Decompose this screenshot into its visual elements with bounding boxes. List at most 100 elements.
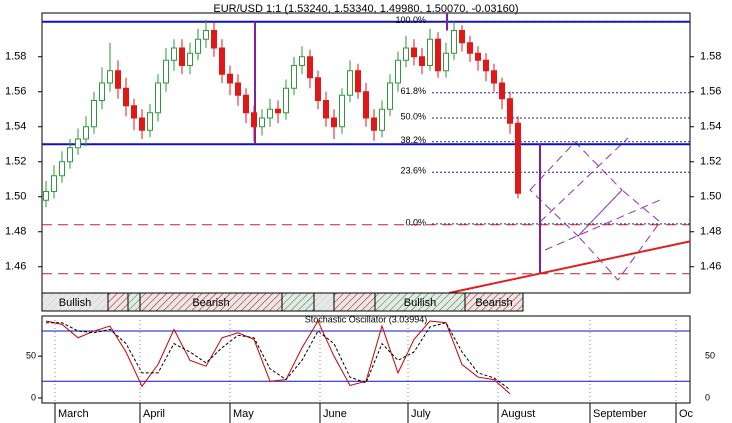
diamond xyxy=(577,189,661,281)
diamond xyxy=(529,141,623,237)
y-tick-label: 1.54 xyxy=(5,121,26,133)
candle-body xyxy=(107,70,113,84)
signal-band xyxy=(281,292,315,312)
candle-body xyxy=(275,108,281,114)
candle-body xyxy=(187,52,193,66)
candle-body xyxy=(403,47,409,61)
candle-body xyxy=(467,42,473,54)
candle-body xyxy=(451,30,457,54)
candle-body xyxy=(283,87,289,114)
candle-body xyxy=(483,59,489,72)
signal-band xyxy=(313,292,335,312)
candle-body xyxy=(259,117,265,128)
y-tick-label: 0 xyxy=(31,392,36,402)
x-tick-label: July xyxy=(411,408,431,420)
candle-body xyxy=(459,30,465,44)
candle-body xyxy=(419,56,425,66)
indicator-line xyxy=(45,319,511,395)
stochastic-plot-frame xyxy=(41,315,691,404)
signal-band xyxy=(333,292,376,312)
candle-body xyxy=(323,100,329,119)
y-tick-label: 1.48 xyxy=(5,226,26,238)
candle-body xyxy=(299,56,305,66)
candle-body xyxy=(347,70,353,96)
candle-body xyxy=(315,77,321,101)
diagonal xyxy=(539,137,629,223)
candle-body xyxy=(363,91,369,119)
x-tick-label: Oc xyxy=(679,408,694,420)
candle-body xyxy=(355,70,361,93)
y-tick-label: 1.58 xyxy=(5,51,26,63)
y-tick-label: 50 xyxy=(26,351,36,361)
candle-body xyxy=(475,52,481,61)
indicator-title: Stochastic Oscillator (3.03994) xyxy=(305,314,428,324)
candle-body xyxy=(235,82,241,96)
candle-body xyxy=(443,52,449,72)
y-tick-label-right: 1.50 xyxy=(700,191,721,203)
signal-label: Bullish xyxy=(404,297,436,309)
candle-body xyxy=(131,105,137,119)
candle-body xyxy=(83,126,89,140)
candle-body xyxy=(211,30,217,49)
y-tick-label: 1.46 xyxy=(5,261,26,273)
candle-body xyxy=(99,82,105,101)
chart-title: EUR/USD 1:1 (1.53240, 1.53340, 1.49980, … xyxy=(213,3,518,15)
candle-body xyxy=(251,112,257,128)
signal-label: Bullish xyxy=(59,297,91,309)
candle-body xyxy=(163,59,169,84)
candle-body xyxy=(507,98,513,124)
candle-body xyxy=(147,112,153,131)
y-tick-label-right: 50 xyxy=(705,351,715,361)
candle-body xyxy=(339,94,345,128)
candle-body xyxy=(427,38,433,66)
fib-label: 23.6% xyxy=(400,166,426,176)
x-tick-label: September xyxy=(593,408,647,420)
y-tick-label: 1.52 xyxy=(5,156,26,168)
candle-body xyxy=(227,73,233,84)
candle-body xyxy=(171,47,177,61)
candle-body xyxy=(387,82,393,110)
candle-body xyxy=(139,117,145,131)
candle-body xyxy=(123,87,129,107)
candle-body xyxy=(371,117,377,131)
fib-label: 0.0% xyxy=(405,217,426,227)
y-tick-label-right: 0 xyxy=(705,392,710,402)
fib-label: 61.8% xyxy=(400,86,426,96)
y-tick-label-right: 1.48 xyxy=(700,226,721,238)
fib-label: 100.0% xyxy=(395,15,426,25)
candle-body xyxy=(411,47,417,58)
y-tick-label: 1.50 xyxy=(5,191,26,203)
candle-body xyxy=(115,70,121,89)
candle-body xyxy=(379,108,385,131)
candle-body xyxy=(291,65,297,89)
candle-body xyxy=(195,38,201,54)
y-tick-label: 1.56 xyxy=(5,86,26,98)
candle-body xyxy=(491,70,497,84)
candle-body xyxy=(67,147,73,163)
candle-body xyxy=(499,82,505,100)
x-tick-label: June xyxy=(323,408,347,420)
candle-body xyxy=(75,138,81,149)
signal-band xyxy=(127,292,141,312)
pattern-drawing xyxy=(529,137,661,281)
candle-body xyxy=(43,191,49,201)
x-tick-label: May xyxy=(233,408,254,420)
candle-body xyxy=(267,108,273,119)
y-tick-label-right: 1.56 xyxy=(700,86,721,98)
candle-body xyxy=(203,30,209,40)
candle-body xyxy=(515,122,521,194)
fib-label: 38.2% xyxy=(400,135,426,145)
x-tick-label: April xyxy=(143,408,165,420)
y-tick-label-right: 1.58 xyxy=(700,51,721,63)
y-tick-label-right: 1.46 xyxy=(700,261,721,273)
x-tick-label: March xyxy=(58,408,89,420)
signal-band xyxy=(107,292,129,312)
signal-label: Bearish xyxy=(475,297,512,309)
candle-body xyxy=(91,100,97,128)
candle-body xyxy=(243,94,249,114)
y-tick-label-right: 1.52 xyxy=(700,156,721,168)
candle-body xyxy=(331,117,337,128)
y-tick-label-right: 1.54 xyxy=(700,121,721,133)
candle-body xyxy=(59,161,65,177)
